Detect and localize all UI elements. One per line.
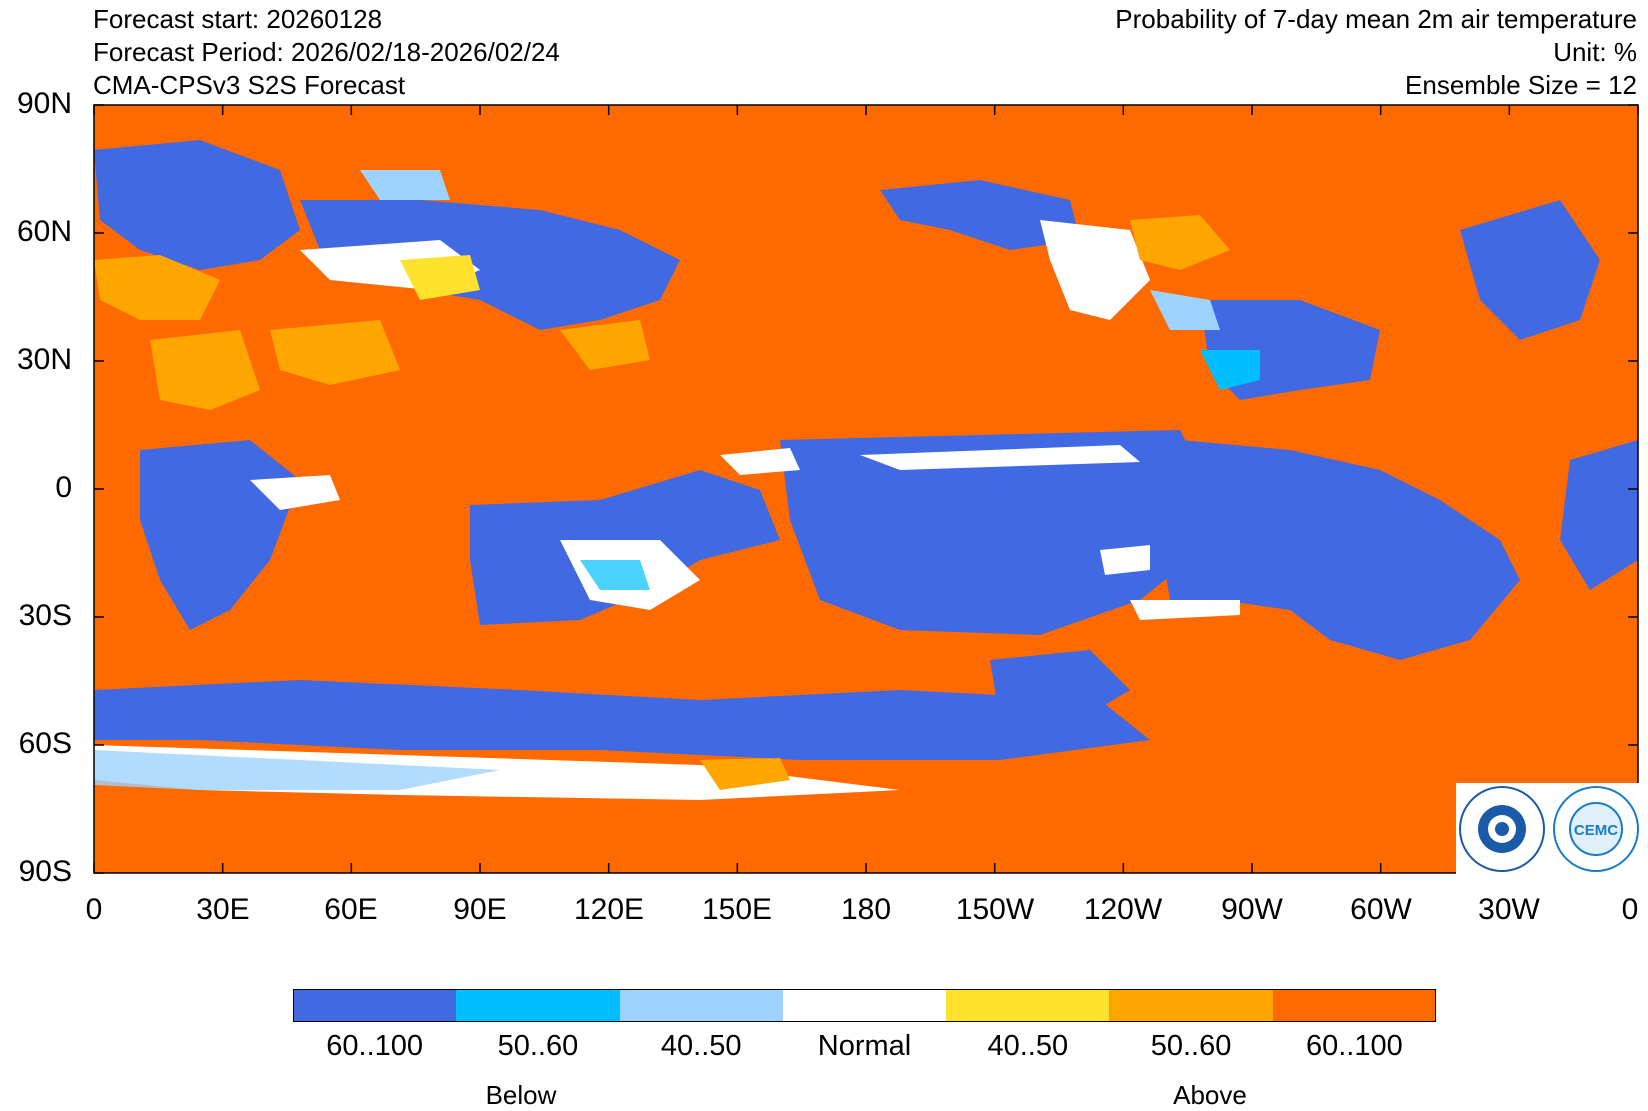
x-tick-180: 180	[840, 893, 892, 926]
legend-label: Normal	[817, 1030, 912, 1062]
model-name: CMA-CPSv3 S2S Forecast	[93, 70, 406, 100]
y-tick-30n: 30N	[16, 343, 72, 376]
x-tick-150w: 150W	[955, 893, 1035, 926]
y-tick-90n: 90N	[16, 87, 72, 120]
cemc-logo-text: CEMC	[1574, 822, 1618, 839]
legend-label: 50..60	[497, 1030, 579, 1062]
ensemble-size: Ensemble Size = 12	[1405, 70, 1637, 100]
legend-swatch	[456, 989, 621, 1022]
x-tick-30w: 30W	[1478, 893, 1540, 926]
legend-label: 60..100	[326, 1030, 424, 1062]
legend-swatch	[619, 989, 784, 1022]
y-tick-30s: 30S	[18, 599, 72, 632]
legend-swatch	[1272, 989, 1436, 1022]
cemc-logo: CEMC	[1553, 786, 1639, 872]
legend-label: 40..50	[987, 1030, 1069, 1062]
forecast-period: Forecast Period: 2026/02/18-2026/02/24	[93, 37, 560, 67]
axis-tickmarks	[93, 104, 1639, 874]
y-tick-90s: 90S	[18, 855, 72, 888]
legend-swatch	[946, 989, 1111, 1022]
x-tick-60e: 60E	[324, 893, 378, 926]
legend-frame	[293, 989, 1436, 1022]
legend-label: 50..60	[1150, 1030, 1232, 1062]
yellow-above-regions	[94, 215, 1230, 790]
legend-swatch	[782, 989, 948, 1022]
unit-label: Unit: %	[1553, 37, 1637, 67]
legend-swatch	[1109, 989, 1274, 1022]
x-tick-90w: 90W	[1221, 893, 1283, 926]
logos-panel: CEMC	[1456, 783, 1644, 875]
y-tick-0: 0	[55, 471, 72, 504]
light-below-regions	[94, 170, 1260, 790]
legend-swatch	[293, 989, 458, 1022]
x-tick-90e: 90E	[453, 893, 507, 926]
forecast-start: Forecast start: 20260128	[93, 4, 383, 34]
x-tick-0: 0	[85, 893, 103, 926]
x-tick-30e: 30E	[196, 893, 250, 926]
legend-above-label: Above	[1173, 1080, 1247, 1110]
x-tick-120w: 120W	[1083, 893, 1163, 926]
cma-logo	[1459, 786, 1545, 872]
x-tick-0-east: 0	[1621, 893, 1639, 926]
y-tick-60n: 60N	[16, 215, 72, 248]
x-tick-60w: 60W	[1350, 893, 1412, 926]
chart-title: Probability of 7-day mean 2m air tempera…	[1115, 4, 1637, 34]
legend-label: 60..100	[1305, 1030, 1403, 1062]
legend-label: 40..50	[660, 1030, 742, 1062]
legend-below-label: Below	[485, 1080, 557, 1110]
x-tick-150e: 150E	[701, 893, 773, 926]
y-tick-60s: 60S	[18, 727, 72, 760]
x-tick-120e: 120E	[573, 893, 645, 926]
